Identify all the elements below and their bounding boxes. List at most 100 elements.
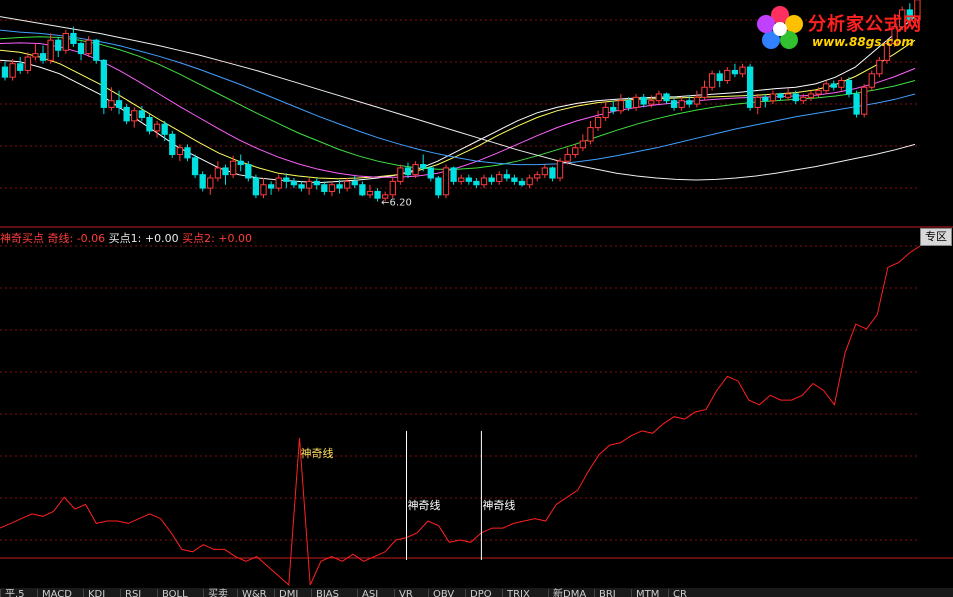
candle [397,164,404,185]
candle [146,114,153,135]
candle [404,162,412,179]
candle [176,144,184,162]
candle [701,80,708,101]
candle [169,130,176,158]
candle [511,174,518,185]
candle [153,120,161,138]
signal-label: 神奇线 [482,498,515,512]
ma-line-5 [0,29,916,166]
indicator-tab[interactable]: MTM [631,589,663,597]
candle [845,77,853,98]
candle [602,100,609,121]
indicator-tab[interactable]: KDJ [83,589,109,597]
candlestick-series [1,0,921,202]
candle [678,97,685,111]
indicator-tab[interactable]: BOLL [157,589,192,597]
candle [655,90,663,105]
indicator-tab[interactable]: MACD [37,589,76,597]
indicator-tab[interactable]: DPO [465,589,496,597]
signal-label: 神奇线 [301,446,334,460]
candle [267,181,275,195]
low-price-label: ←6.20 [381,198,412,209]
candle [131,107,138,128]
candle [754,93,761,115]
candle [321,181,328,195]
candle [488,174,495,185]
ma-line-6 [0,16,916,181]
candle [298,181,305,192]
candle [17,56,24,74]
candle [305,178,313,195]
candle [465,174,472,185]
candle [686,95,693,108]
candle [617,93,625,115]
indicator-tab[interactable]: CR [668,589,691,597]
candle [815,87,822,98]
indicator-tab[interactable]: 平.5 [0,589,29,597]
indicator-tab[interactable]: BIAS [311,589,343,597]
signal-label: 神奇线 [408,498,441,512]
candle [541,164,548,179]
indicator-tab[interactable]: DMI [274,589,302,597]
candle [549,166,556,182]
site-logo: 分析家公式网 www.88gs.com [752,4,952,52]
indicator-header: 神奇买点 奇线: -0.06 买点1: +0.00 买点2: +0.00 [0,230,252,246]
candle [420,154,427,172]
candle [648,95,655,108]
candle [632,93,640,111]
candle [222,164,229,185]
candle [739,63,746,78]
indicator-tab[interactable]: OBV [428,589,458,597]
indicator-line [0,245,921,587]
candle [716,70,723,88]
indicator-tab[interactable]: BRI [594,589,620,597]
candle [579,134,587,152]
candle [435,176,442,199]
indicator-tab[interactable]: VR [394,589,417,597]
candle [427,166,434,182]
candle [906,3,913,24]
candle [769,90,777,105]
candle [32,43,39,61]
ma-line-2 [0,39,916,180]
candle [853,90,860,118]
candle [1,61,9,81]
indicator-tab[interactable]: 新DMA [548,589,590,597]
candle [876,56,883,78]
candle [199,171,206,192]
indicator-tab[interactable]: W&R [237,589,271,597]
chart-grid [0,19,953,559]
candle [85,36,92,57]
candle [777,92,784,101]
candle [640,93,647,108]
candle [762,93,769,108]
candle [861,83,868,118]
candle [746,63,754,111]
indicator-tab[interactable]: TRIX [502,589,534,597]
candle [792,90,799,105]
candle [191,154,199,179]
candle [47,33,54,64]
candle [245,161,252,182]
candle [526,174,533,189]
candle [496,171,503,185]
candle [518,178,526,187]
candle [450,166,457,185]
indicator-tab[interactable]: RSI [120,589,145,597]
candle [275,174,282,192]
indicator-tab[interactable]: 买卖 [203,589,232,597]
candle [891,23,898,47]
ma-line-4 [0,36,916,170]
candle [899,6,906,31]
candle [708,70,716,91]
candle [883,40,891,64]
candle [359,181,366,197]
zone-button[interactable]: 专区 [920,228,952,246]
ma-line-3 [0,42,916,178]
candle [313,178,320,190]
logo-url: www.88gs.com [812,35,914,49]
candle [24,52,31,74]
candle [108,87,115,111]
indicator-tab[interactable]: ASI [357,589,382,597]
